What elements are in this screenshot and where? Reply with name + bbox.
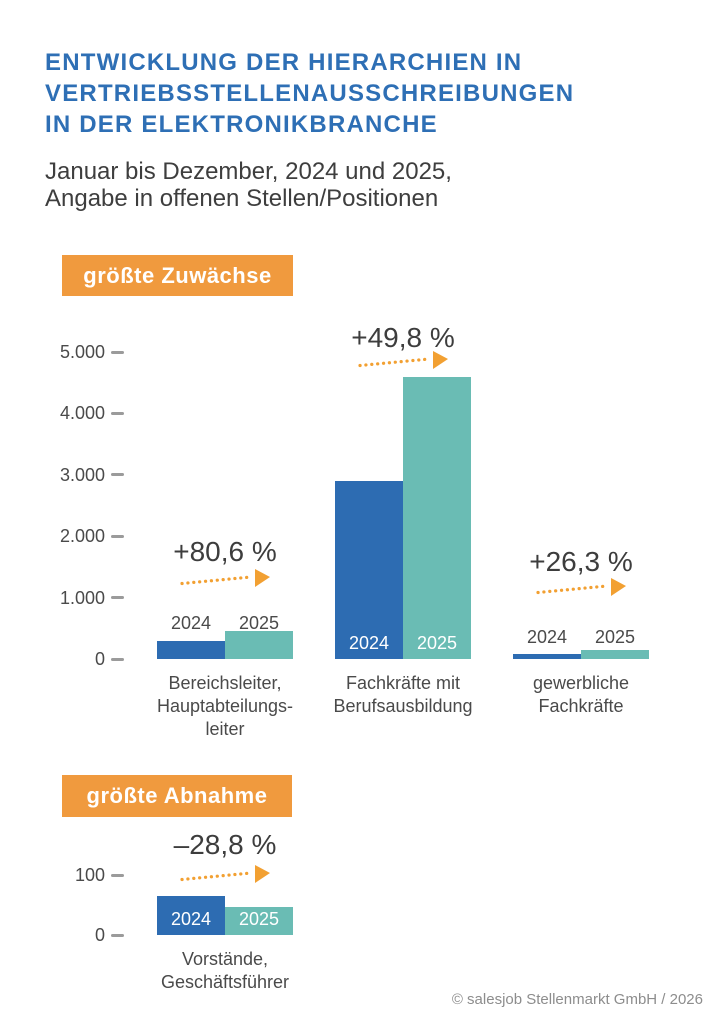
trend-arrow-icon — [180, 865, 270, 883]
y-axis-tick — [111, 473, 124, 477]
y-axis-tick — [111, 657, 124, 661]
bar-2025 — [225, 907, 293, 935]
change-annotation: +26,3 % — [529, 546, 633, 577]
trend-arrow-icon — [180, 569, 270, 587]
y-axis-tick-label: 1.000 — [59, 587, 105, 608]
chart-groesste-zuwaechse: 0 1.000 2.000 3.000 4.000 5.000 2024 2025 +80,6 … — [0, 300, 721, 760]
y-axis-tick-label: 0 — [94, 925, 105, 945]
trend-arrow-icon — [358, 351, 448, 369]
year-label-2025: 2025 — [238, 613, 280, 633]
y-axis-tick — [111, 596, 124, 600]
bar-2024 — [335, 481, 403, 659]
bar-2024 — [157, 641, 225, 659]
page-title: ENTWICKLUNG DER HIERARCHIEN IN VERTRIEBS… — [45, 49, 575, 138]
year-label-2024: 2024 — [526, 627, 568, 647]
change-annotation: –28,8 % — [173, 829, 277, 860]
y-axis-tick-label: 3.000 — [59, 464, 105, 485]
bar-2025 — [581, 650, 649, 659]
y-axis-tick — [111, 873, 124, 877]
y-axis-tick-label: 0 — [94, 649, 105, 669]
year-label-2024: 2024 — [348, 633, 390, 653]
section-badge-zuwaechse-label: größte Zuwächse — [83, 262, 272, 288]
y-axis-tick — [111, 350, 124, 354]
y-axis-tick-label: 5.000 — [59, 342, 105, 362]
category-label: gewerbliche Fachkräfte — [532, 673, 630, 716]
y-axis-tick-label: 2.000 — [59, 526, 105, 547]
change-annotation: +49,8 % — [351, 322, 455, 353]
year-label-2025: 2025 — [594, 627, 636, 647]
year-label-2024: 2024 — [170, 909, 212, 929]
bar-2024 — [157, 896, 225, 935]
y-axis-tick — [111, 411, 124, 415]
year-label-2024: 2024 — [170, 613, 212, 633]
section-badge-abnahme: größte Abnahme — [62, 775, 292, 817]
y-axis-tick — [111, 933, 124, 937]
category-label: Fachkräfte mit Berufsausbildung — [333, 673, 473, 716]
section-badge-zuwaechse: größte Zuwächse — [62, 255, 293, 296]
copyright-notice: © salesjob Stellenmarkt GmbH / 2026 — [451, 991, 703, 1008]
bar-2025 — [403, 377, 471, 659]
year-label-2025: 2025 — [416, 633, 458, 653]
bar-2024 — [513, 654, 581, 659]
year-label-2025: 2025 — [238, 909, 280, 929]
chart-groesste-abnahme: 0 100 2024 2025 –28,8 % Vorstände, Geschäftsf… — [0, 820, 721, 1020]
y-axis-tick — [111, 534, 124, 538]
y-axis-tick-label: 4.000 — [59, 403, 105, 424]
category-label: Bereichsleiter, Hauptabteilungs- leiter — [156, 673, 294, 739]
category-label: Vorstände, Geschäftsführer — [160, 949, 290, 992]
page-subtitle: Januar bis Dezember, 2024 und 2025, Anga… — [45, 158, 452, 212]
bar-2025 — [225, 631, 293, 659]
y-axis-tick-label: 100 — [74, 865, 105, 885]
trend-arrow-icon — [536, 578, 626, 596]
section-badge-abnahme-label: größte Abnahme — [86, 783, 268, 808]
change-annotation: +80,6 % — [173, 536, 277, 567]
